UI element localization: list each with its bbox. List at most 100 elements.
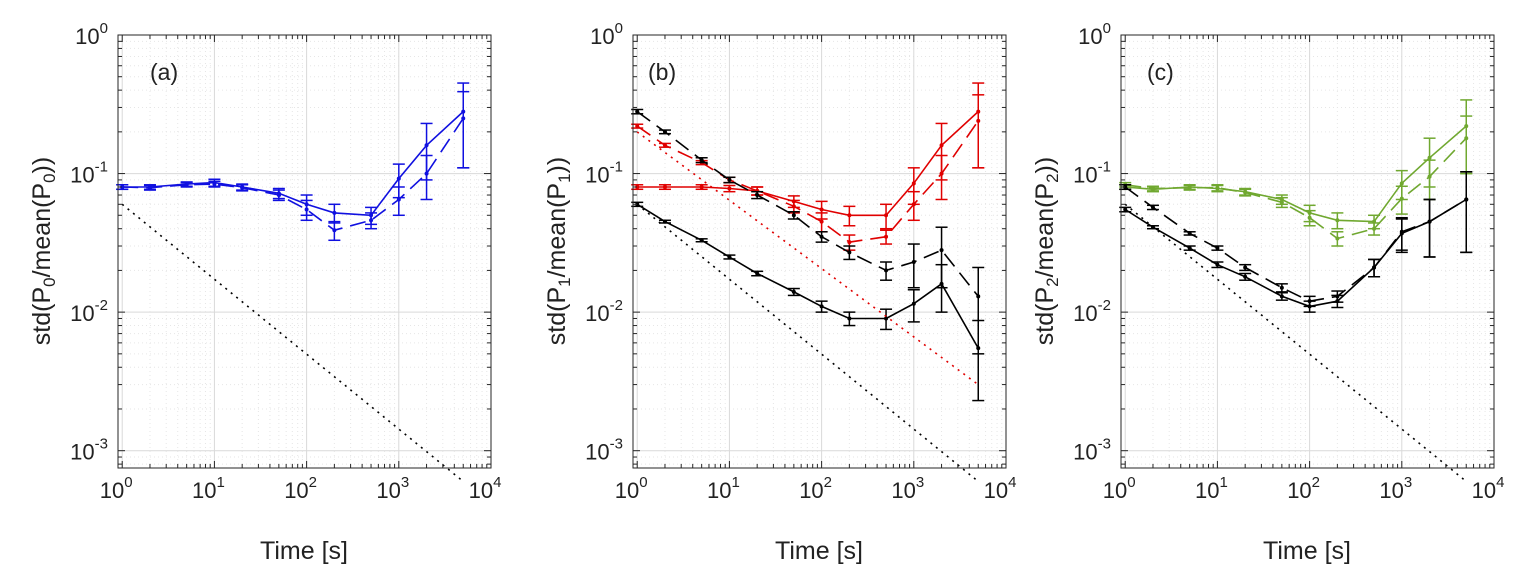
data-point — [791, 204, 796, 209]
x-tick-label: 102 — [799, 474, 832, 503]
y-tick-label: 100 — [590, 20, 623, 49]
y-label-sub2-b: 1 — [555, 173, 574, 182]
x-tick-label: 101 — [192, 474, 225, 503]
data-point — [911, 260, 916, 265]
data-point — [727, 177, 732, 182]
x-axis-label-a: Time [s] — [260, 537, 348, 565]
y-axis-label-c: std(P2/mean(P2)) — [1031, 157, 1062, 345]
x-tick-label: 100 — [1103, 474, 1136, 503]
axes-frame-b — [632, 34, 1007, 469]
data-point — [755, 193, 760, 198]
data-point — [819, 234, 824, 239]
data-point — [727, 254, 732, 259]
data-point — [1427, 219, 1432, 224]
plot-area-c — [1121, 35, 1494, 468]
data-point — [1215, 246, 1220, 251]
data-point — [1150, 205, 1155, 210]
data-point — [662, 129, 667, 134]
y-label-pre-c: std(P — [1031, 287, 1059, 345]
x-tick-label: 102 — [1287, 474, 1320, 503]
data-point — [1372, 265, 1377, 270]
data-point — [1464, 136, 1469, 141]
data-point — [1243, 265, 1248, 270]
data-point — [424, 143, 429, 148]
series-b-3 — [631, 108, 985, 355]
data-point — [884, 234, 889, 239]
y-label-sub2-c: 2 — [1043, 173, 1062, 182]
series-layer-a — [116, 82, 470, 483]
x-tick-label: 103 — [1379, 474, 1412, 503]
data-point — [911, 202, 916, 207]
data-point — [847, 240, 852, 245]
data-point — [791, 289, 796, 294]
x-tick-label: 104 — [1472, 474, 1505, 503]
axes-frame-c — [1120, 34, 1495, 469]
data-point — [884, 316, 889, 321]
data-point — [1215, 185, 1220, 190]
data-point — [755, 271, 760, 276]
y-axis-label-a: std(P0/mean(P0)) — [28, 157, 59, 345]
data-point — [819, 207, 824, 212]
data-point — [461, 116, 466, 121]
data-point — [1335, 294, 1340, 299]
data-point — [1335, 218, 1340, 223]
data-point — [1187, 185, 1192, 190]
y-axis-label-b: std(P1/mean(P1)) — [543, 157, 574, 345]
y-label-post-a: )) — [28, 157, 56, 174]
series-line — [1124, 186, 1467, 303]
y-label-sub2-a: 0 — [40, 173, 59, 182]
data-point — [662, 184, 667, 189]
data-point — [911, 181, 916, 186]
data-point — [120, 184, 125, 189]
plot-area-b — [633, 35, 1006, 468]
data-point — [939, 171, 944, 176]
data-point — [635, 184, 640, 189]
data-point — [147, 185, 152, 190]
grid-a — [118, 35, 491, 468]
data-point — [911, 301, 916, 306]
data-point — [1215, 262, 1220, 267]
axes-frame-a — [117, 34, 492, 469]
series-c-3 — [1119, 171, 1473, 308]
data-point — [976, 294, 981, 299]
data-point — [1243, 274, 1248, 279]
y-tick-label: 10-3 — [70, 436, 108, 465]
data-point — [1123, 207, 1128, 212]
x-tick-label: 101 — [707, 474, 740, 503]
series-b-4 — [636, 131, 979, 386]
y-label-sub1-b: 1 — [555, 277, 574, 286]
data-point — [1427, 155, 1432, 160]
data-point — [369, 218, 374, 223]
y-label-mid-c: /mean(P — [1031, 183, 1059, 277]
data-point — [819, 304, 824, 309]
data-point — [396, 197, 401, 202]
series-line — [1125, 137, 1467, 240]
x-tick-label: 100 — [615, 474, 648, 503]
data-point — [1335, 236, 1340, 241]
ticks-a: 100 101 102 103 104 10-3 10-2 10-1 100 — [70, 20, 501, 503]
data-point — [1307, 215, 1312, 220]
data-point — [184, 182, 189, 187]
data-point — [939, 248, 944, 253]
series-a-1 — [116, 90, 470, 242]
series-line — [1124, 198, 1467, 308]
data-point — [847, 213, 852, 218]
x-tick-label: 104 — [984, 474, 1017, 503]
data-point — [240, 185, 245, 190]
data-point — [1399, 229, 1404, 234]
data-point — [662, 143, 667, 148]
series-line — [636, 110, 979, 297]
data-point — [819, 219, 824, 224]
data-point — [1399, 196, 1404, 201]
data-point — [635, 109, 640, 114]
y-tick-label: 10-3 — [1073, 436, 1111, 465]
data-point — [847, 250, 852, 255]
panel-label-c: (c) — [1147, 59, 1174, 85]
data-point — [1187, 246, 1192, 251]
data-point — [396, 176, 401, 181]
y-tick-label: 100 — [75, 20, 108, 49]
plot-area-a — [118, 35, 491, 468]
x-tick-label: 103 — [891, 474, 924, 503]
x-tick-label: 102 — [284, 474, 317, 503]
data-point — [662, 219, 667, 224]
